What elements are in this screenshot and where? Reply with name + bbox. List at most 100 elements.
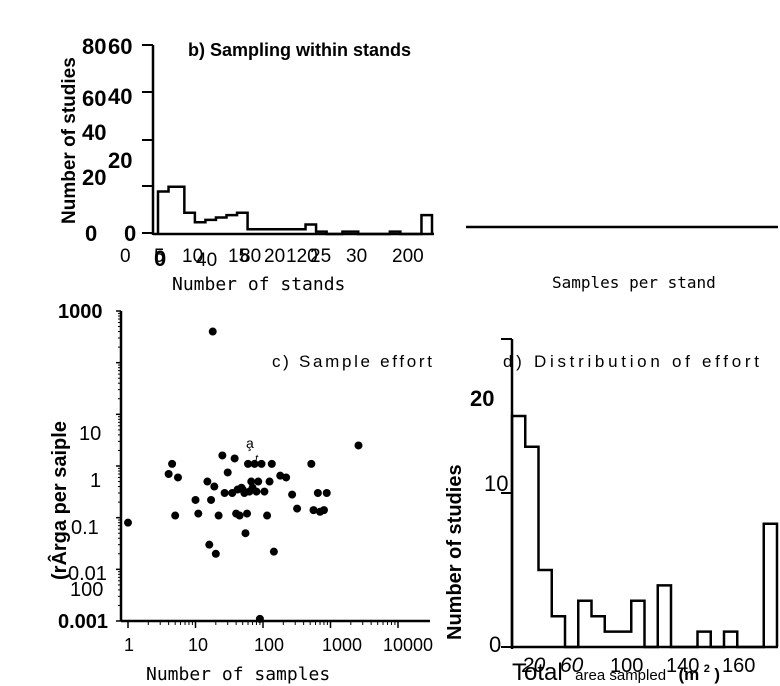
scatter-point <box>307 459 316 468</box>
x-tick-label: 10 <box>188 635 208 655</box>
scatter-point <box>250 459 259 468</box>
scatter-point <box>207 495 216 504</box>
scatter-point <box>214 511 223 520</box>
histogram-bar <box>764 524 777 647</box>
scatter-point <box>194 509 203 518</box>
y-tick-label: 20 <box>82 165 106 190</box>
panel-b-bars <box>158 187 432 234</box>
panel-d-histogram-outline <box>510 414 779 649</box>
y-tick-label: 0 <box>489 632 501 657</box>
histogram-bar <box>169 187 185 234</box>
x-tick-label: 80 <box>240 246 261 267</box>
scatter-point <box>230 454 239 463</box>
histogram-bar <box>216 217 227 234</box>
histogram-bar <box>539 570 552 647</box>
x-label-part: 2 <box>704 663 710 675</box>
y-tick-label: 100 <box>70 579 103 601</box>
panel-c-points <box>124 327 363 623</box>
y-tick-label: 0.1 <box>71 517 99 539</box>
panel-b-x-label: Number of stands <box>172 274 345 295</box>
y-tick-label: 40 <box>82 120 106 145</box>
panel-d-bars <box>512 416 777 647</box>
x-tick-label: 30 <box>346 246 367 267</box>
scatter-point <box>218 451 227 460</box>
panel-b-y-label: Number of studies <box>59 57 80 224</box>
scatter-point <box>319 506 328 515</box>
scatter-point <box>208 327 217 336</box>
x-tick-label: 10000 <box>383 635 433 655</box>
panel-samples-per-stand: Samples per stand <box>466 225 778 292</box>
scatter-point <box>220 489 229 498</box>
scatter-point <box>309 506 318 515</box>
histogram-bar <box>227 215 238 234</box>
scatter-point <box>288 490 297 499</box>
scatter-point <box>203 477 212 486</box>
panel-b-histogram-outline <box>156 185 434 236</box>
x-tick-label: 60 <box>560 654 584 677</box>
x-tick-label: 0 <box>120 246 131 267</box>
y-tick-label: 40 <box>108 84 132 109</box>
y-tick-label: 80 <box>82 34 106 59</box>
scatter-point <box>235 511 244 520</box>
panel-d-y-label: Number of studies <box>444 464 466 640</box>
histogram-bar <box>158 191 169 234</box>
histogram-bar <box>724 632 737 647</box>
scatter-point <box>354 441 363 450</box>
x-tick-label: 100 <box>610 655 643 677</box>
histogram-bar <box>605 632 618 647</box>
histogram-bar <box>421 215 432 234</box>
panel-d-title: d) Distribution of effort <box>503 352 759 371</box>
panel-c-ticks <box>116 310 399 628</box>
scatter-point <box>173 473 182 482</box>
y-tick-label: 1 <box>90 470 101 492</box>
histogram-bar <box>184 213 195 234</box>
x-tick-label: 0 <box>154 246 166 271</box>
scatter-point <box>191 495 200 504</box>
scatter-point <box>263 511 272 520</box>
scatter-point <box>247 477 256 486</box>
x-tick-label: 140 <box>666 655 699 677</box>
scatter-point <box>322 489 331 498</box>
scatter-point <box>252 487 261 496</box>
y-tick-label: 20 <box>470 386 494 411</box>
scatter-point <box>241 529 250 538</box>
x-tick-label: 25 <box>310 246 331 267</box>
x-tick-label: 10 <box>182 246 203 267</box>
x-label-part: (m <box>679 665 700 684</box>
histogram-bar <box>618 632 631 647</box>
scatter-point <box>282 473 291 482</box>
histogram-bar <box>592 616 605 647</box>
scatter-point <box>210 482 219 491</box>
panel-b: 80 60 60 40 40 20 20 0 0 Number of studi… <box>59 34 434 295</box>
y-tick-label: 20 <box>108 148 132 173</box>
annotation: a̧ <box>246 435 254 451</box>
x-tick-label: 1000 <box>322 635 362 655</box>
y-tick-label: 10 <box>484 471 508 496</box>
x-tick-label: 5 <box>154 246 165 267</box>
x-label-part: area sampled <box>575 667 666 684</box>
histogram-bar <box>512 416 525 647</box>
histogram-bar <box>552 616 565 647</box>
panel-c-x-label: Number of samples <box>146 664 330 685</box>
y-tick-label: 60 <box>82 86 106 111</box>
histogram-bar <box>195 222 206 234</box>
x-label-part: Total <box>512 659 563 686</box>
panel-c-y-label: (rÂrga per saiple <box>47 421 71 580</box>
scatter-point <box>243 509 252 518</box>
x-tick-label: 200 <box>392 246 424 267</box>
scatter-point <box>211 549 220 558</box>
x-tick-label: 20 <box>521 654 546 677</box>
panel-c: 1000 10 1 0.1 0.01 100 0.001 (rÂrga per … <box>47 301 433 685</box>
annotation: t <box>255 453 259 465</box>
histogram-bar <box>698 632 711 647</box>
scatter-point <box>269 547 278 556</box>
y-tick-label: 10 <box>79 423 101 445</box>
x-label-part: ) <box>714 665 720 684</box>
histogram-bar <box>525 447 538 647</box>
panel-d-x-label: Total area sampled (m 2 ) <box>512 659 720 686</box>
scatter-point <box>223 468 232 477</box>
scatter-point <box>267 459 276 468</box>
scatter-point <box>205 540 214 549</box>
x-tick-label: 100 <box>254 635 284 655</box>
